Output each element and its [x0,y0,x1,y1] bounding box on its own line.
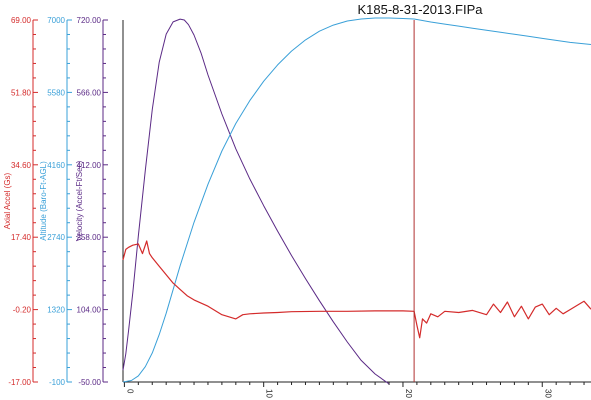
accel-tick-label: 69.00 [11,16,32,25]
altitude-tick-label: 7000 [47,16,65,25]
accel-axis-label: Axial Accel (Gs) [3,172,12,229]
altitude-axis-label: Altitude (Baro-Ft-AGL) [39,161,48,241]
altitude-tick-label: 5580 [47,88,65,97]
axis-velocity: 720.00 566.00 412.00 258.00 104.00 -50.00 Velo… [75,16,108,387]
altitude-tick-label: 1320 [47,306,65,315]
axis-altitude: 7000 5580 4160 2740 1320 -100 Altitude (Baro-F… [39,16,72,387]
velocity-tick-label: 720.00 [77,16,102,25]
accel-tick-label: 51.80 [11,88,32,97]
accel-tick-label: 34.60 [11,161,32,170]
plot-lines [122,17,591,385]
velocity-axis-label: Velocity (Accel-Ft/Sec) [75,160,84,241]
velocity-tick-label: 258.00 [77,233,102,242]
altitude-series-line [122,17,591,383]
time-tick-label: 10 [265,389,274,398]
altitude-tick-label: 4160 [47,161,65,170]
time-tick-label: 30 [543,389,552,398]
velocity-tick-label: 104.00 [77,306,102,315]
chart-title: K185-8-31-2013.FIPa [357,2,483,17]
altitude-tick-label: 2740 [47,233,65,242]
axis-time: 0 10 20 30 [123,382,585,398]
axis-accel: 69.00 51.80 34.60 17.40 -0.20 -17.00 Axial Acc… [3,16,38,387]
velocity-tick-label: 566.00 [77,88,102,97]
plot-frame [122,20,591,383]
accel-tick-label: -0.20 [13,306,32,315]
velocity-tick-label: -50.00 [78,378,101,387]
accel-tick-label: 17.40 [11,233,32,242]
accel-tick-label: -17.00 [8,378,31,387]
velocity-tick-label: 412.00 [77,161,102,170]
accel-series-line [122,240,591,339]
time-tick-label: 20 [404,389,413,398]
velocity-series-line [122,18,390,385]
time-tick-label: 0 [125,389,134,394]
altitude-tick-label: -100 [49,378,66,387]
